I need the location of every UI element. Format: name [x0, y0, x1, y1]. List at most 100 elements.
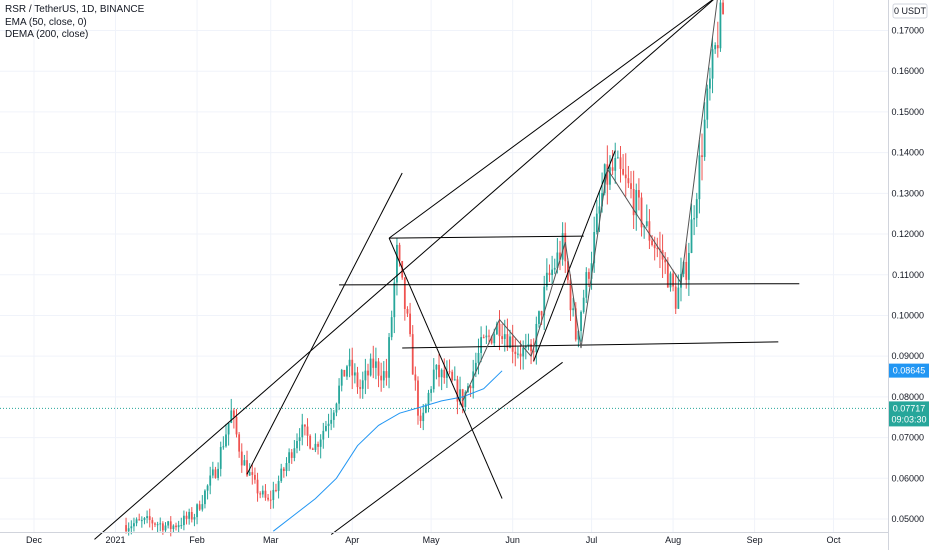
candle-down: [417, 380, 419, 416]
candle-up: [319, 439, 322, 447]
candle-up: [430, 389, 433, 393]
candle-down: [448, 371, 451, 373]
candle-up: [143, 518, 146, 521]
candle-down: [169, 521, 172, 530]
candle-down: [185, 515, 188, 519]
candle-down: [311, 448, 314, 450]
y-tick-label: 0.13000: [891, 188, 924, 198]
candle-up: [580, 311, 582, 331]
candle-down: [451, 371, 454, 380]
y-tick-label: 0.09000: [891, 351, 924, 361]
candle-down: [251, 472, 254, 475]
candle-down: [154, 523, 156, 525]
candle-down: [482, 337, 485, 339]
trend-line: [339, 283, 800, 286]
candle-down: [190, 511, 193, 520]
dema-indicator-label[interactable]: DEMA (200, close): [5, 29, 89, 40]
candle-up: [183, 515, 185, 526]
candle-up: [440, 369, 443, 378]
candle-up: [472, 371, 475, 389]
candle-up: [493, 334, 496, 344]
candle-down: [540, 311, 543, 316]
candle-up: [687, 252, 690, 280]
candle-up: [474, 362, 477, 372]
candle-down: [630, 183, 632, 189]
last-price-tag: [889, 401, 929, 427]
candle-up: [711, 49, 714, 79]
y-tick-label: 0.07000: [891, 433, 924, 443]
candle-down: [438, 364, 440, 378]
y-tick-label: 0.10000: [891, 310, 924, 320]
candle-up: [585, 272, 588, 298]
candle-up: [301, 424, 304, 438]
candle-up: [130, 526, 133, 529]
candle-up: [598, 206, 601, 214]
y-tick-label: 0.17000: [891, 26, 924, 36]
candle-up: [293, 448, 296, 458]
candle-up: [503, 334, 506, 340]
candle-down: [511, 336, 514, 352]
drawings: [94, 0, 800, 540]
candle-up: [227, 422, 230, 435]
candle-up: [477, 352, 480, 363]
candle-up: [590, 263, 593, 279]
candle-up: [553, 267, 556, 270]
candle-down: [380, 375, 383, 381]
candle-up: [288, 452, 291, 464]
candle-down: [175, 525, 177, 528]
candle-down: [606, 164, 609, 185]
x-tick-label: Jul: [586, 535, 598, 545]
candle-down: [214, 469, 217, 478]
candle-down: [566, 261, 569, 281]
candle-up: [446, 371, 448, 378]
candle-up: [204, 490, 206, 505]
candle-down: [701, 155, 703, 157]
trend-line: [330, 361, 563, 535]
candle-up: [709, 78, 711, 89]
candle-up: [382, 371, 385, 381]
candle-down: [722, 2, 724, 15]
candle-down: [627, 178, 630, 184]
candle-up: [522, 347, 525, 357]
candle-up: [561, 233, 564, 260]
y-tick-label: 0.12000: [891, 229, 924, 239]
candle-down: [548, 272, 551, 276]
candle-down: [385, 371, 388, 378]
candle-down: [656, 248, 659, 250]
candle-down: [356, 372, 359, 388]
candle-up: [272, 489, 275, 500]
candle-down: [317, 443, 319, 447]
candle-down: [506, 334, 509, 348]
candle-down: [290, 452, 293, 458]
candle-down: [443, 369, 446, 378]
candle-down: [611, 167, 614, 171]
candle-down: [622, 168, 625, 175]
trend-line: [246, 172, 403, 475]
x-tick-label: Dec: [26, 535, 43, 545]
x-tick-label: Mar: [263, 535, 279, 545]
candle-up: [361, 380, 364, 389]
candle-up: [393, 282, 396, 318]
candle-down: [343, 369, 346, 377]
candle-down: [456, 379, 459, 402]
ema-indicator-label[interactable]: EMA (50, close, 0): [5, 16, 87, 28]
candle-up: [577, 330, 580, 340]
candle-up: [206, 485, 209, 491]
candle-up: [135, 519, 138, 524]
candle-down: [666, 262, 669, 288]
candle-down: [574, 308, 577, 340]
candle-down: [275, 489, 277, 491]
candle-down: [282, 468, 285, 471]
candle-up: [677, 287, 680, 309]
candle-down: [309, 435, 312, 449]
ema-price-tag: [889, 363, 929, 378]
candle-up: [635, 190, 638, 216]
candle-down: [519, 353, 522, 357]
symbol-title[interactable]: RSR / TetherUS, 1D, BINANCE: [5, 4, 145, 15]
candle-down: [403, 277, 406, 309]
candle-up: [261, 490, 264, 495]
candle-up: [325, 425, 327, 431]
candle-up: [432, 369, 435, 390]
